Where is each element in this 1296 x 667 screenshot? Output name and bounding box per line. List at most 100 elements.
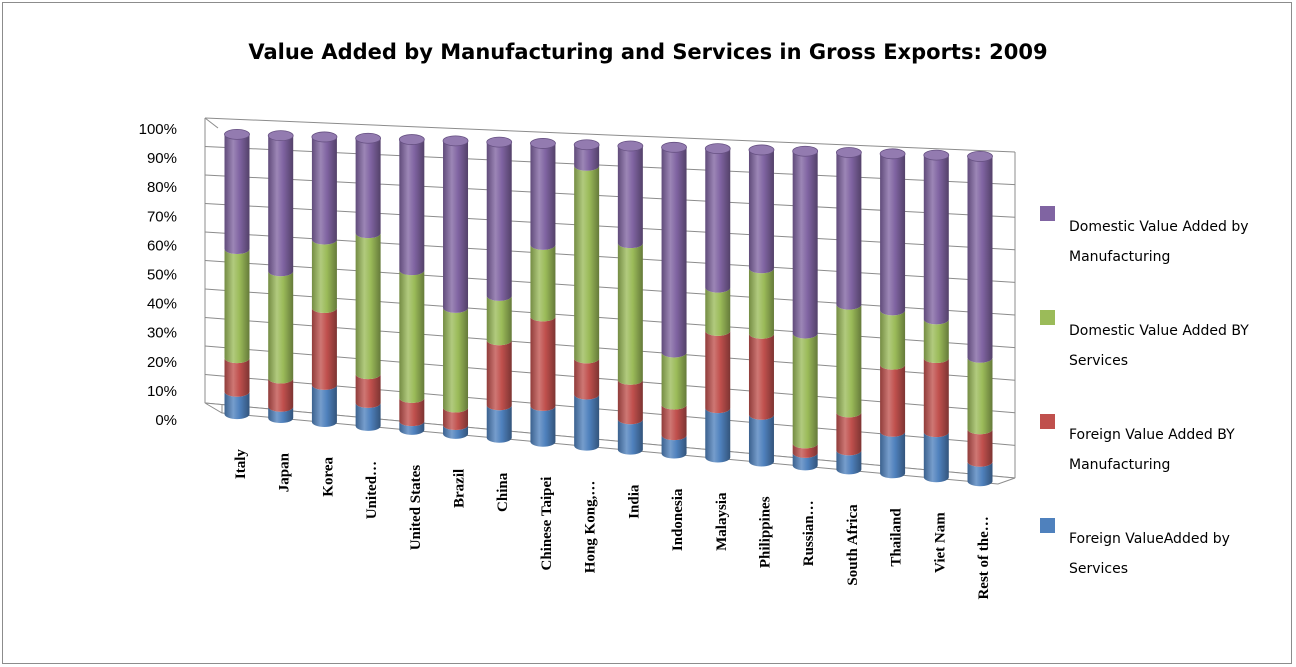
legend-swatch [1040, 518, 1055, 533]
bar-segment [530, 143, 556, 250]
bar-segment [661, 435, 687, 459]
legend-item-domestic-services: Domestic Value Added BY Services [1040, 304, 1290, 408]
bar-segment [617, 243, 643, 385]
bar-segment [574, 144, 600, 171]
bar-segment [792, 151, 818, 339]
bar-cap [224, 128, 250, 140]
bar-cap [398, 134, 425, 145]
bar-segment [661, 352, 687, 410]
x-tick-label: Japan [277, 452, 293, 492]
bar-segment [355, 402, 381, 431]
bar-segment [355, 233, 381, 380]
bar-segment [967, 461, 993, 487]
bar-cap [355, 132, 382, 144]
bar-segment [967, 429, 993, 467]
x-tick-label: Indonesia [670, 488, 686, 551]
x-tick-label: Hong Kong,… [583, 481, 599, 574]
bar-cap [879, 148, 906, 160]
legend-item-domestic-manufacturing: Domestic Value Added by Manufacturing [1040, 200, 1290, 304]
bar-cap [442, 135, 469, 147]
gridline [204, 317, 1016, 381]
x-tick-label: United… [364, 461, 380, 519]
x-tick-label: Rest of the… [976, 516, 992, 599]
y-tick-label: 60% [147, 237, 177, 254]
bar-segment [443, 307, 469, 413]
bar-cap [704, 143, 731, 155]
legend-swatch [1040, 414, 1055, 429]
bar-segment [880, 364, 906, 437]
bar-segment [923, 432, 949, 483]
bar-cap [967, 151, 993, 162]
gridline [204, 345, 1016, 414]
x-tick-label: Chinese Taipei [539, 477, 555, 571]
bar-segment [617, 419, 643, 455]
y-tick-label: 90% [147, 150, 177, 167]
bar-segment [224, 358, 250, 397]
y-tick-label: 100% [139, 121, 177, 138]
bar-cap [573, 139, 600, 151]
bar-segment [443, 425, 469, 439]
bar-segment [574, 165, 600, 364]
bar-segment [399, 270, 425, 403]
bar-segment [530, 244, 556, 322]
bar-segment [792, 443, 818, 458]
bar-segment [443, 140, 469, 313]
bar-segment [705, 148, 731, 293]
bar-segment [836, 412, 862, 456]
x-tick-label: Italy [233, 449, 249, 480]
chart-legend: Domestic Value Added by Manufacturing Do… [1040, 200, 1290, 616]
bar-segment [661, 147, 687, 358]
bar-segment [880, 153, 906, 316]
y-tick-label: 20% [147, 354, 177, 371]
bar-segment [311, 307, 337, 390]
gridline [204, 374, 1016, 446]
bar-segment [705, 330, 731, 414]
legend-swatch [1040, 206, 1055, 221]
bar-cap [311, 131, 338, 143]
bar-segment [792, 333, 818, 449]
x-tick-label: Viet Nam [932, 512, 948, 573]
legend-swatch [1040, 310, 1055, 325]
gridline [204, 288, 1016, 349]
legend-label: Foreign ValueAdded by Services [1069, 531, 1230, 577]
bar-cap [661, 141, 687, 153]
x-tick-label: Brazil [452, 469, 468, 508]
bar-segment [268, 135, 294, 277]
y-tick-label: 50% [147, 267, 177, 284]
bar-cap [923, 149, 950, 161]
bar-cap [835, 147, 862, 158]
bar-segment [443, 407, 469, 431]
bar-segment [967, 156, 993, 363]
x-tick-label: India [626, 484, 642, 519]
gridline [204, 117, 1016, 153]
gridline [204, 231, 1016, 283]
y-tick-label: 0% [155, 412, 177, 429]
bar-segment [530, 316, 556, 411]
bar-segment [268, 406, 294, 424]
bar-segment [311, 136, 337, 245]
bar-segment [836, 450, 862, 475]
legend-label: Domestic Value Added by Manufacturing [1069, 219, 1249, 265]
bar-cap [486, 136, 513, 148]
gridline [204, 174, 1016, 218]
y-tick-label: 30% [147, 325, 177, 342]
gridline [204, 203, 1016, 251]
bar-segment [355, 138, 381, 239]
bar-segment [268, 378, 294, 412]
bar-segment [530, 405, 556, 447]
bar-segment [574, 394, 600, 451]
bar-segment [836, 152, 862, 310]
bar-segment [399, 397, 425, 427]
bar-segment [923, 319, 949, 364]
gridline [204, 146, 1016, 186]
legend-label: Domestic Value Added BY Services [1069, 323, 1249, 369]
bar-segment [617, 379, 643, 425]
bar-cap [530, 138, 556, 149]
legend-item-foreign-manufacturing: Foreign Value Added BY Manufacturing [1040, 408, 1290, 512]
axis-depth-top [204, 117, 219, 129]
bar-segment [705, 408, 731, 463]
x-tick-label: Malaysia [714, 492, 730, 551]
bar-segment [399, 421, 425, 435]
x-tick-label: South Africa [845, 504, 861, 586]
